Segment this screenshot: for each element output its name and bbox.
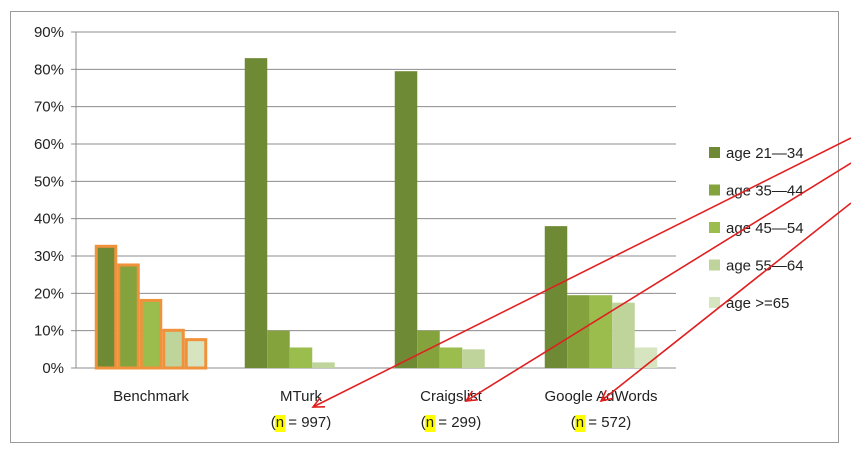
bar	[462, 349, 485, 368]
x-category-label: Google AdWords	[544, 388, 657, 405]
sample-size-label: (n = 572)	[571, 414, 631, 432]
legend-swatch	[709, 259, 720, 271]
bar	[312, 362, 335, 368]
legend-swatch	[709, 297, 720, 308]
legend-swatch	[709, 222, 720, 233]
annotation-arrowhead	[599, 389, 613, 403]
bar	[589, 295, 613, 368]
sample-size-n: n	[276, 414, 284, 431]
y-tick-label: 40%	[34, 211, 64, 228]
y-tick-label: 0%	[42, 360, 64, 377]
bar	[544, 226, 568, 368]
y-tick-label: 80%	[34, 61, 64, 78]
legend-label: age 21—34	[726, 145, 804, 162]
bar	[439, 347, 463, 368]
y-tick-label: 70%	[34, 99, 64, 116]
x-category-label: MTurk	[280, 388, 322, 405]
legend-swatch	[709, 184, 720, 196]
bar	[244, 58, 268, 369]
n-highlight	[424, 415, 436, 432]
y-tick-label: 50%	[34, 173, 64, 190]
legend-label: age 55—64	[726, 258, 804, 275]
y-tick-label: 20%	[34, 285, 64, 302]
bar	[394, 71, 418, 368]
legend-label: age >=65	[726, 295, 789, 312]
n-highlight	[274, 415, 286, 432]
y-tick-label: 10%	[34, 323, 64, 340]
bar	[139, 298, 163, 370]
y-tick-label: 30%	[34, 248, 64, 265]
chart-frame	[10, 11, 839, 443]
x-category-label: Benchmark	[113, 388, 189, 405]
bar	[289, 347, 313, 368]
annotation-arrow	[600, 202, 851, 402]
y-tick-label: 60%	[34, 136, 64, 153]
sample-size-n: n	[426, 414, 434, 431]
bar	[117, 263, 140, 370]
legend-swatch	[709, 147, 720, 158]
sample-size-label: (n = 997)	[271, 414, 331, 432]
bar	[634, 347, 658, 368]
bar	[267, 330, 290, 368]
annotation-arrow	[312, 137, 851, 408]
bar	[612, 302, 635, 368]
bar	[184, 338, 208, 370]
annotation-arrowhead	[464, 390, 479, 402]
sample-size-text: (n = 572)	[571, 414, 631, 431]
bar	[94, 244, 118, 370]
n-highlight	[574, 415, 586, 432]
annotation-arrow	[465, 162, 851, 402]
sample-size-text: (n = 299)	[421, 414, 481, 431]
sample-size-label: (n = 299)	[421, 414, 481, 432]
sample-size-text: (n = 997)	[271, 414, 331, 431]
bar	[162, 328, 185, 370]
legend-label: age 45—54	[726, 220, 804, 237]
y-tick-label: 90%	[34, 24, 64, 41]
annotation-arrowhead	[311, 397, 326, 408]
legend-label: age 35—44	[726, 183, 804, 200]
sample-size-n: n	[576, 414, 584, 431]
